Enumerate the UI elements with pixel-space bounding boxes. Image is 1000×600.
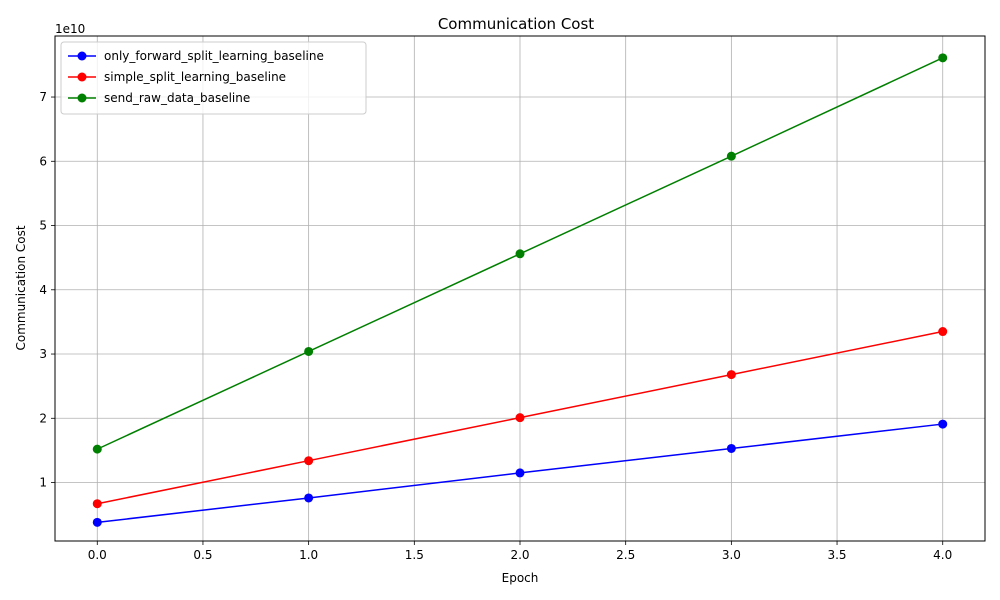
- legend-swatch-marker: [77, 93, 87, 103]
- data-point-only_forward_split_learning_baseline: [515, 468, 525, 478]
- x-tick-label: 0.5: [193, 548, 212, 562]
- legend-label: send_raw_data_baseline: [104, 91, 250, 105]
- x-tick-label: 2.5: [616, 548, 635, 562]
- y-tick-label: 3: [39, 347, 47, 361]
- data-point-send_raw_data_baseline: [92, 444, 102, 454]
- x-tick-label: 4.0: [933, 548, 952, 562]
- data-point-send_raw_data_baseline: [515, 249, 525, 259]
- y-tick-label: 4: [39, 283, 47, 297]
- x-tick-label: 2.0: [510, 548, 529, 562]
- x-axis-ticks: 0.0 0.5 1.0 1.5 2.0 2.5 3.0 3.5 4.0: [88, 541, 952, 562]
- x-tick-label: 0.0: [88, 548, 107, 562]
- legend: only_forward_split_learning_baselinesimp…: [60, 41, 367, 115]
- y-tick-label: 5: [39, 219, 47, 233]
- data-point-send_raw_data_baseline: [938, 53, 948, 63]
- data-point-simple_split_learning_baseline: [304, 456, 314, 466]
- legend-label: simple_split_learning_baseline: [104, 70, 286, 84]
- data-point-only_forward_split_learning_baseline: [726, 443, 736, 453]
- y-axis-label: Communication Cost: [14, 225, 28, 350]
- x-tick-label: 3.0: [722, 548, 741, 562]
- chart-title: Communication Cost: [438, 15, 594, 33]
- x-tick-label: 3.5: [827, 548, 846, 562]
- legend-swatch-marker: [77, 72, 87, 82]
- data-point-simple_split_learning_baseline: [515, 413, 525, 423]
- y-axis-ticks: 1 2 3 4 5 6 7: [39, 90, 55, 490]
- data-point-send_raw_data_baseline: [304, 346, 314, 356]
- legend-box: [60, 41, 367, 115]
- data-point-send_raw_data_baseline: [726, 151, 736, 161]
- y-tick-label: 6: [39, 154, 47, 168]
- data-point-only_forward_split_learning_baseline: [304, 493, 314, 503]
- legend-label: only_forward_split_learning_baseline: [104, 49, 324, 63]
- x-axis-label: Epoch: [502, 571, 539, 585]
- data-point-simple_split_learning_baseline: [92, 499, 102, 509]
- data-point-only_forward_split_learning_baseline: [92, 517, 102, 527]
- data-point-simple_split_learning_baseline: [938, 327, 948, 337]
- x-tick-label: 1.0: [299, 548, 318, 562]
- x-tick-label: 1.5: [405, 548, 424, 562]
- y-tick-label: 2: [39, 411, 47, 425]
- legend-swatch-marker: [77, 51, 87, 61]
- data-point-only_forward_split_learning_baseline: [938, 419, 948, 429]
- series-group: [92, 53, 948, 527]
- y-scale-offset-label: 1e10: [55, 22, 85, 36]
- data-point-simple_split_learning_baseline: [726, 370, 736, 380]
- y-tick-label: 1: [39, 476, 47, 490]
- y-tick-label: 7: [39, 90, 47, 104]
